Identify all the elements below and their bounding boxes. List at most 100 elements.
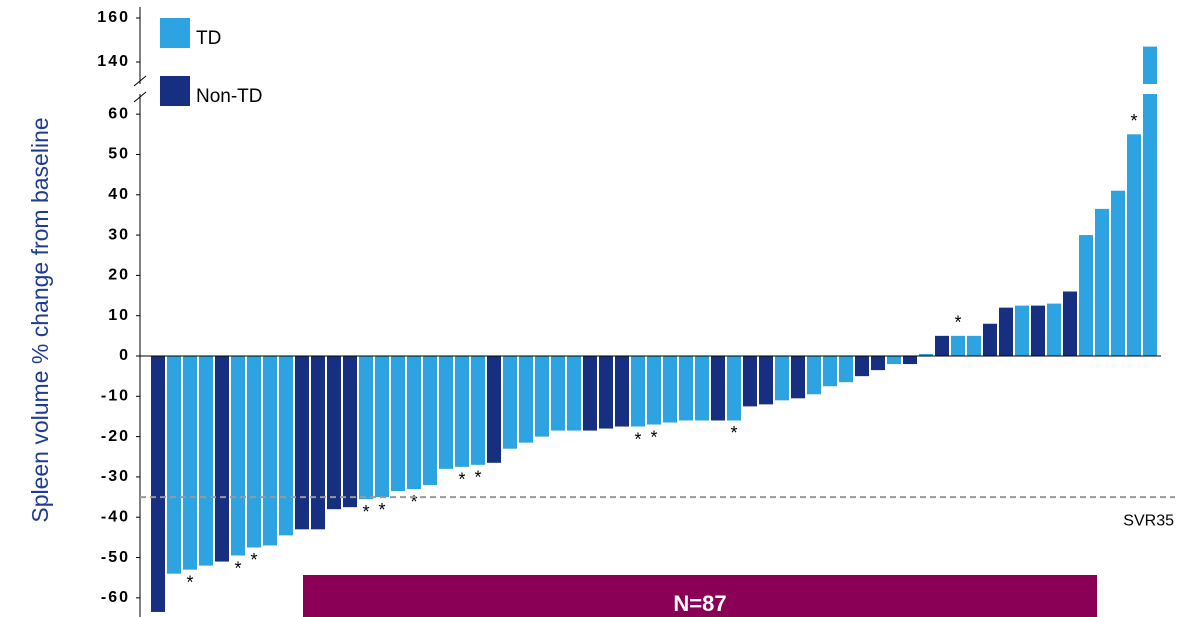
y-tick-label: -30 [101,468,130,485]
bar [295,356,309,530]
legend-label: Non-TD [196,86,263,107]
annotation: * [634,429,641,449]
bar [951,335,965,356]
bar [887,356,901,365]
bar [823,356,837,387]
annotation: * [378,500,385,520]
bar [967,335,981,356]
annotation: * [362,502,369,522]
bar [1143,94,1157,356]
bar [311,356,325,530]
bar [1143,46,1157,84]
bar [839,356,853,383]
bar [359,356,373,500]
y-tick-label: 160 [97,9,130,26]
bar [999,307,1013,356]
bar [503,356,517,449]
y-tick-label: 20 [108,267,130,284]
bar [855,356,869,377]
bar [583,356,597,431]
bar [1031,305,1045,356]
bar [327,356,341,510]
bar [519,356,533,443]
axis-break [133,91,147,103]
annotation: * [186,572,193,592]
y-tick-label: 50 [108,146,130,163]
bar [455,356,469,467]
bar [167,356,181,574]
annotation: * [458,470,465,490]
annotation: * [410,492,417,512]
y-tick-label: -20 [101,428,130,445]
bar [247,356,261,548]
legend-swatch [160,76,190,106]
bar [983,323,997,356]
y-tick-label: 40 [108,186,130,203]
y-tick-label: -60 [101,589,130,606]
bar [615,356,629,427]
bar [775,356,789,401]
bar [599,356,613,429]
bar [647,356,661,425]
bar [663,356,677,423]
annotation: * [650,427,657,447]
reference-label: SVR35 [1123,512,1174,529]
banner-text: N=87 [673,591,726,616]
bar [535,356,549,437]
bar [1127,134,1141,356]
bar [727,356,741,421]
axis-break [133,75,147,87]
bar [487,356,501,463]
legend-label: TD [196,28,221,49]
y-tick-label: 0 [119,347,130,364]
annotation: * [954,313,961,333]
bar [471,356,485,465]
bar [1063,291,1077,356]
bar [407,356,421,490]
bar [423,356,437,485]
annotation: * [250,550,257,570]
y-tick-label: -10 [101,388,130,405]
bar [279,356,293,536]
bar [935,335,949,356]
bar [1015,305,1029,356]
y-tick-label: 10 [108,307,130,324]
bar [759,356,773,405]
y-axis-label: Spleen volume % change from baseline [27,117,53,522]
y-tick-label: 30 [108,226,130,243]
legend-swatch [160,18,190,48]
y-tick-label: -50 [101,549,130,566]
bar [743,356,757,407]
bar [215,356,229,562]
bar [567,356,581,431]
bar [711,356,725,421]
bar [1111,190,1125,356]
annotation: * [474,468,481,488]
bar [919,353,933,356]
y-tick-label: 60 [108,105,130,122]
bar [151,356,165,612]
bar [871,356,885,371]
bar [807,356,821,395]
bar [263,356,277,546]
annotation: * [1130,111,1137,131]
bar [231,356,245,556]
bar [183,356,197,570]
banner [303,575,1097,617]
bar [551,356,565,431]
bar [903,356,917,365]
bar [199,356,213,566]
bar [375,356,389,498]
bar [343,356,357,508]
y-tick-label: -40 [101,508,130,525]
bar [439,356,453,469]
bar [1047,303,1061,356]
bar [1079,235,1093,356]
bar [791,356,805,399]
annotation: * [730,423,737,443]
bar [391,356,405,492]
bar [695,356,709,421]
bar [679,356,693,421]
bar [631,356,645,427]
